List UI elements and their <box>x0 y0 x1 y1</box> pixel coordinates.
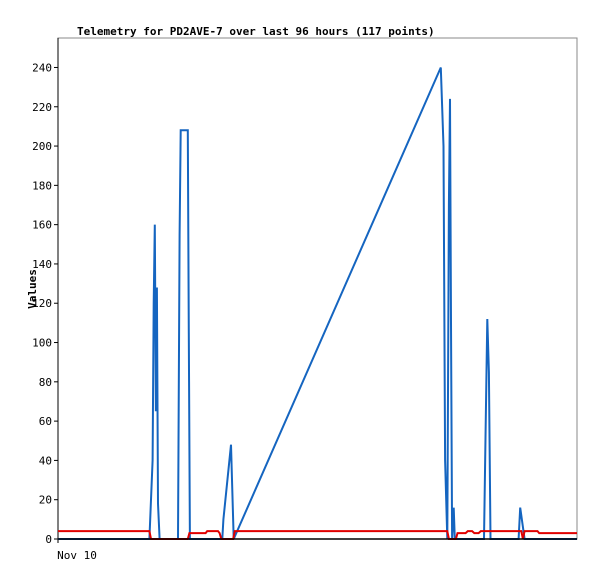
chart-title: Telemetry for PD2AVE-7 over last 96 hour… <box>77 25 435 38</box>
y-tick-label: 220 <box>32 101 52 114</box>
y-tick-label: 140 <box>32 258 52 271</box>
y-tick-label: 80 <box>39 376 52 389</box>
y-tick-label: 60 <box>39 415 52 428</box>
y-tick-label: 180 <box>32 179 52 192</box>
plot-area <box>57 37 578 540</box>
x-axis: Nov 10 <box>57 538 577 562</box>
y-tick-label: 120 <box>32 297 52 310</box>
y-tick-label: 160 <box>32 219 52 232</box>
y-tick-label: 0 <box>45 533 52 546</box>
series-line-1 <box>58 67 577 540</box>
series-layer <box>58 67 577 540</box>
y-axis: 0 20 40 60 80 100 120 140 160 180 200 220 240 <box>32 38 59 546</box>
y-tick-label: 40 <box>39 454 52 467</box>
y-axis-label: Values <box>26 269 39 309</box>
y-tick-label: 100 <box>32 337 52 350</box>
y-tick-label: 200 <box>32 140 52 153</box>
x-tick-label: Nov 10 <box>57 549 97 562</box>
y-tick-label: 20 <box>39 494 52 507</box>
y-tick-label: 240 <box>32 61 52 74</box>
